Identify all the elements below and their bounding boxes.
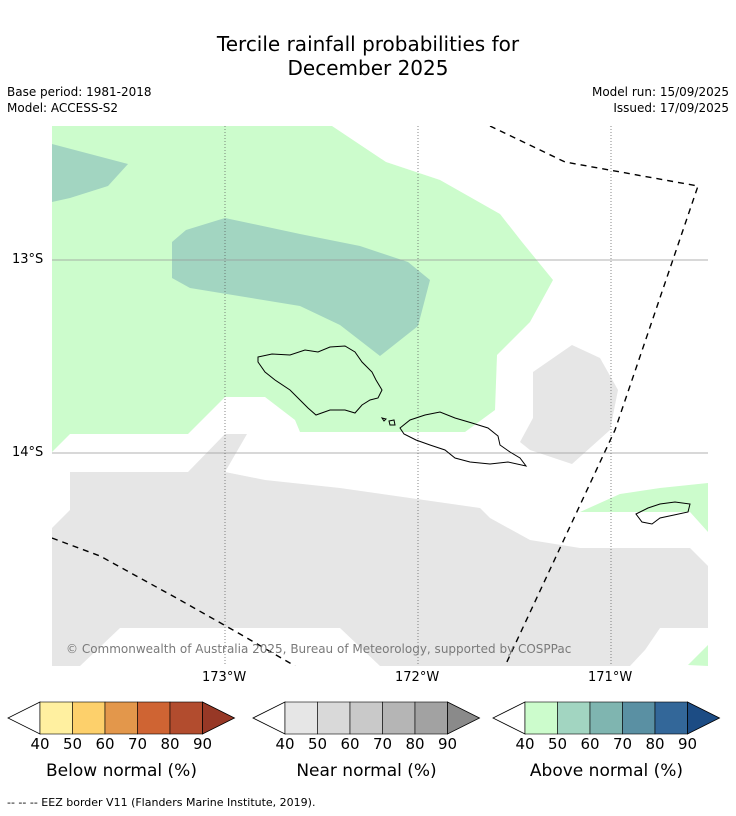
colorbar-above-tick: 90 [677, 735, 698, 753]
colorbar-below-tick: 80 [160, 735, 180, 753]
colorbar-near-tick: 60 [340, 735, 360, 753]
lon-label-171w: 171°W [588, 670, 633, 685]
colorbar-above-segment [524, 701, 558, 735]
colorbar-above-tick: 70 [612, 735, 633, 753]
upolu-island [399, 411, 528, 467]
colorbar-below-segment [169, 701, 203, 735]
colorbar-above-segment [557, 701, 591, 735]
issued-date: Issued: 17/09/2025 [613, 101, 729, 115]
colorbar-above-high-extend [687, 701, 721, 735]
colorbar-below-segment [104, 701, 138, 735]
colorbar-above-tick: 50 [547, 735, 568, 753]
eez-footer-note: -- -- -- EEZ border V11 (Flanders Marine… [7, 796, 316, 809]
colorbar-below-tick: 50 [62, 735, 83, 753]
colorbar-above-tick: 80 [645, 735, 665, 753]
lat-label-14s: 14°S [12, 445, 44, 460]
above-normal-region-corner [688, 645, 708, 666]
colorbar-below-tick: 60 [95, 735, 115, 753]
colorbar-near-tick: 90 [437, 735, 458, 753]
colorbar-near-segment [317, 701, 351, 735]
colorbar-below-tick: 40 [30, 735, 50, 753]
colorbar-above-label: Above normal (%) [529, 761, 684, 781]
colorbar-near-segment [382, 701, 416, 735]
model-name: Model: ACCESS-S2 [7, 101, 119, 115]
colorbar-near-tick: 50 [307, 735, 328, 753]
colorbar-above-tick: 60 [580, 735, 600, 753]
colorbar-near-tick: 40 [275, 735, 295, 753]
near-normal-region-east [520, 345, 618, 464]
colorbar-below-tick: 90 [192, 735, 213, 753]
lat-label-13s: 13°S [12, 252, 44, 267]
map-title-line1: Tercile rainfall probabilities for [216, 32, 520, 56]
colorbar-near-segment [349, 701, 383, 735]
colorbar-near-segment [414, 701, 448, 735]
manono-island [388, 419, 396, 426]
colorbar-below-segment [137, 701, 171, 735]
tutuila-island [635, 501, 691, 525]
colorbar-above-segment [654, 701, 688, 735]
colorbar-near-low-extend [252, 701, 286, 735]
colorbar-below-tick: 70 [127, 735, 148, 753]
above-normal-region-50-central [172, 218, 430, 356]
apolima-island [380, 417, 387, 422]
map-panel [52, 126, 708, 666]
copyright-notice: © Commonwealth of Australia 2025, Bureau… [66, 642, 572, 656]
lon-label-173w: 173°W [202, 670, 247, 685]
colorbar-above-tick: 40 [515, 735, 535, 753]
colorbar-above-low-extend [492, 701, 526, 735]
near-normal-region [52, 434, 708, 666]
colorbar-below-label: Below normal (%) [46, 761, 197, 781]
colorbar-near-tick: 80 [405, 735, 425, 753]
eez-border-north [489, 126, 699, 666]
colorbar-below-segment [72, 701, 106, 735]
colorbar-near-high-extend [447, 701, 481, 735]
above-normal-region-50 [52, 144, 128, 202]
lon-label-172w: 172°W [395, 670, 440, 685]
colorbar-near-label: Near normal (%) [296, 761, 437, 781]
colorbar-above-segment [589, 701, 623, 735]
colorbar-near-segment [284, 701, 318, 735]
model-run: Model run: 15/09/2025 [591, 85, 729, 99]
savaii-island [257, 345, 383, 416]
colorbars [7, 701, 721, 735]
colorbar-below-segment [39, 701, 73, 735]
colorbar-below-high-extend [202, 701, 236, 735]
base-period: Base period: 1981-2018 [7, 85, 152, 99]
colorbar-above-segment [622, 701, 656, 735]
colorbar-below-low-extend [7, 701, 41, 735]
map-title-line2: December 2025 [287, 56, 449, 80]
eez-border-south [52, 537, 296, 666]
colorbar-near-tick: 70 [372, 735, 393, 753]
above-normal-region-east [580, 483, 708, 532]
